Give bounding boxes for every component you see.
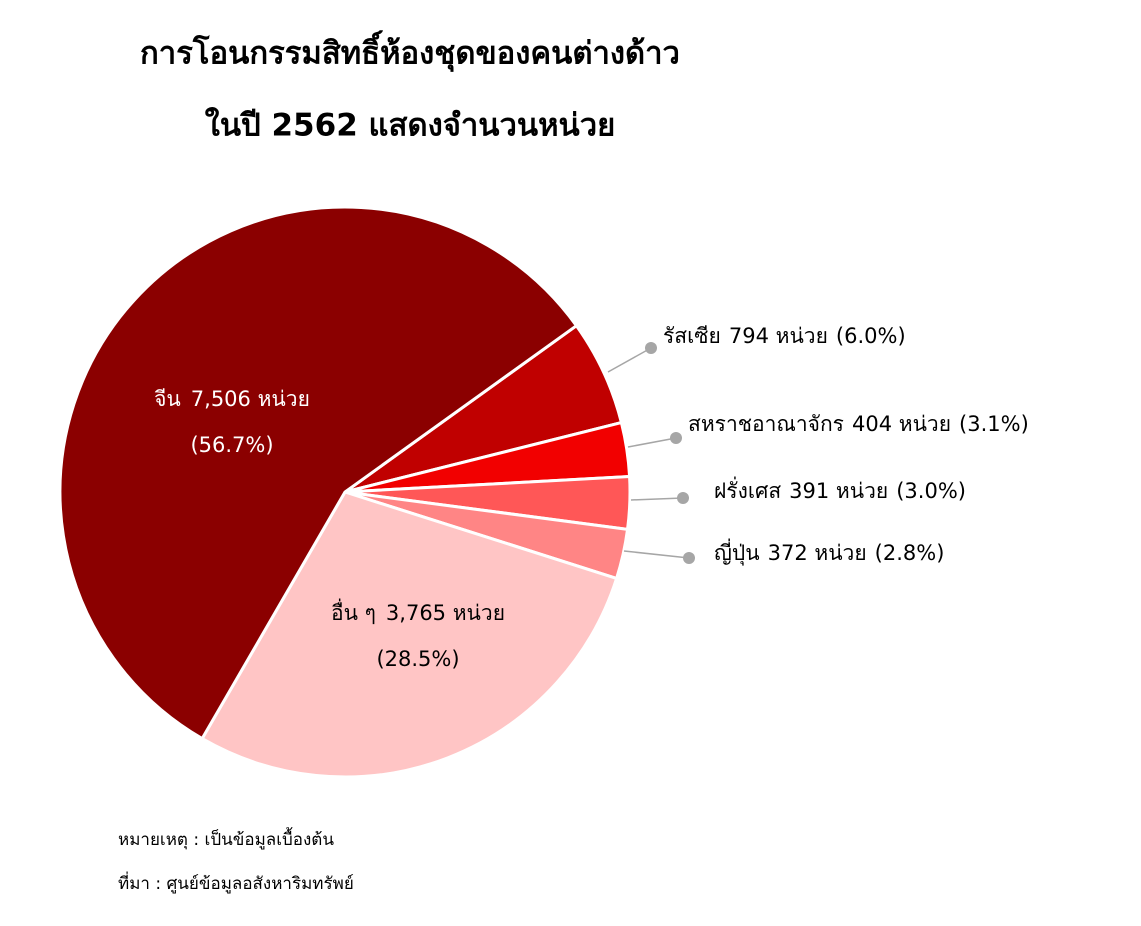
slice-label: สหราชอาณาจักร 404 หน่วย (3.1%) bbox=[688, 412, 1029, 436]
leader-line bbox=[607, 347, 652, 373]
pie-slice bbox=[58, 205, 579, 741]
slice-label: อื่น ๆ 3,765 หน่วย bbox=[331, 598, 505, 625]
category-label: ญี่ปุ่น bbox=[714, 538, 760, 566]
percent-label: (28.5%) bbox=[376, 647, 459, 671]
source-note: ที่มา : ศูนย์ข้อมูลอสังหาริมทรัพย์ bbox=[118, 871, 354, 894]
value-label: 404 หน่วย bbox=[852, 412, 951, 436]
leader-dot bbox=[677, 492, 689, 504]
percent-label: (3.1%) bbox=[959, 412, 1029, 436]
category-label: สหราชอาณาจักร bbox=[688, 412, 844, 436]
leader-line bbox=[627, 437, 677, 448]
leader-dot bbox=[670, 432, 682, 444]
value-label: 372 หน่วย bbox=[768, 541, 867, 565]
percent-label: (6.0%) bbox=[836, 324, 906, 348]
value-label: 3,765 หน่วย bbox=[386, 601, 505, 625]
value-label: 7,506 หน่วย bbox=[191, 387, 310, 411]
slice-label: ญี่ปุ่น 372 หน่วย (2.8%) bbox=[714, 538, 944, 566]
note: หมายเหตุ : เป็นข้อมูลเบื้องต้น bbox=[118, 827, 334, 850]
leader-line bbox=[630, 497, 684, 501]
category-label: รัสเซีย bbox=[663, 324, 721, 348]
value-label: 391 หน่วย bbox=[789, 479, 888, 503]
slice-label: ฝรั่งเศส 391 หน่วย (3.0%) bbox=[714, 476, 966, 503]
pie-slice bbox=[200, 490, 619, 779]
leader-line bbox=[623, 550, 690, 559]
chart-subtitle: ในปี 2562 แสดงจำนวนหน่วย bbox=[205, 107, 616, 144]
category-label: ฝรั่งเศส bbox=[714, 476, 781, 503]
category-label: อื่น ๆ bbox=[331, 598, 376, 625]
leader-dot bbox=[645, 342, 657, 354]
percent-label: (2.8%) bbox=[875, 541, 945, 565]
value-label: 794 หน่วย bbox=[729, 324, 828, 348]
chart-title: การโอนกรรมสิทธิ์ห้องชุดของคนต่างด้าว bbox=[140, 30, 680, 73]
percent-label: (3.0%) bbox=[896, 479, 966, 503]
slice-label: จีน 7,506 หน่วย bbox=[154, 387, 310, 411]
leader-dot bbox=[683, 552, 695, 564]
slice-label: รัสเซีย 794 หน่วย (6.0%) bbox=[663, 324, 906, 348]
category-label: จีน bbox=[154, 387, 181, 411]
percent-label: (56.7%) bbox=[190, 433, 273, 457]
